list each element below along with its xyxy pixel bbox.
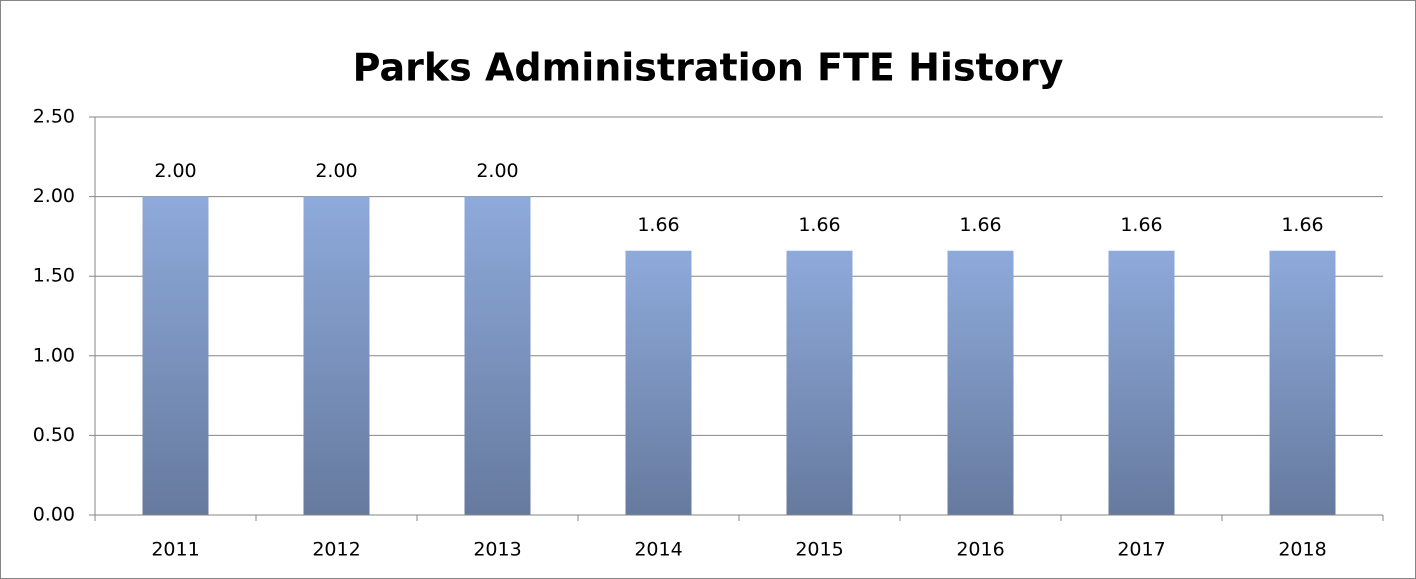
data-label: 2.00 — [154, 160, 196, 182]
x-tick-label: 2018 — [1278, 539, 1326, 561]
x-tick-label: 2011 — [151, 539, 199, 561]
y-tick-label: 0.50 — [33, 424, 75, 446]
data-label: 2.00 — [476, 160, 518, 182]
x-tick-label: 2016 — [956, 539, 1004, 561]
data-label: 1.66 — [959, 214, 1001, 236]
y-tick-label: 0.00 — [33, 504, 75, 526]
data-label: 1.66 — [1120, 214, 1162, 236]
data-label: 1.66 — [1281, 214, 1323, 236]
bar — [786, 250, 853, 515]
bar — [142, 196, 209, 515]
x-tick-label: 2014 — [634, 539, 682, 561]
bar — [464, 196, 531, 515]
bar — [303, 196, 370, 515]
y-tick-label: 2.00 — [33, 185, 75, 207]
data-label: 2.00 — [315, 160, 357, 182]
bar — [1269, 250, 1336, 515]
bar — [625, 250, 692, 515]
bar — [1108, 250, 1175, 515]
y-tick-label: 1.50 — [33, 265, 75, 287]
y-tick-label: 2.50 — [33, 106, 75, 128]
x-tick-label: 2012 — [312, 539, 360, 561]
x-tick-label: 2015 — [795, 539, 843, 561]
x-tick-label: 2017 — [1117, 539, 1165, 561]
x-tick-label: 2013 — [473, 539, 521, 561]
bar — [947, 250, 1014, 515]
data-label: 1.66 — [637, 214, 679, 236]
y-tick-label: 1.00 — [33, 344, 75, 366]
data-label: 1.66 — [798, 214, 840, 236]
chart-title: Parks Administration FTE History — [353, 46, 1064, 90]
